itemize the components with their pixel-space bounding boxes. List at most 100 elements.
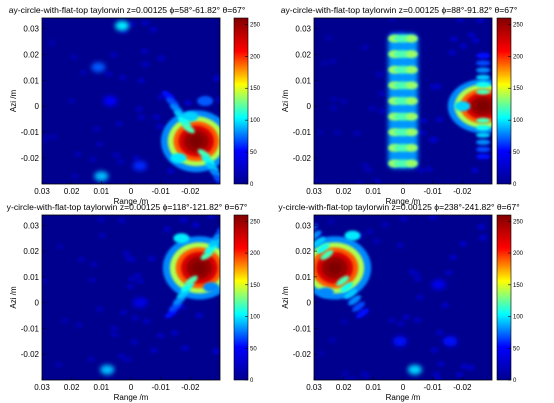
x-tick-label: -0.02 <box>181 383 200 392</box>
x-tick-label: 0.01 <box>94 383 110 392</box>
speckle <box>109 51 118 58</box>
speckle <box>163 226 172 233</box>
speckle <box>97 216 106 223</box>
speckle <box>88 277 97 284</box>
speckle <box>402 314 411 321</box>
speckle <box>95 141 104 148</box>
colorbar-tick-label: 250 <box>513 22 524 28</box>
fringe-mark <box>197 96 214 106</box>
speckle <box>117 217 126 224</box>
speckle <box>118 74 127 81</box>
speckle <box>126 283 135 290</box>
speckle <box>155 123 164 130</box>
speckle <box>429 83 438 90</box>
speckle <box>149 26 158 33</box>
speckle <box>54 361 63 368</box>
x-tick-label: -0.01 <box>152 187 171 196</box>
y-axis-label: Azi /m <box>281 90 290 113</box>
spot-mark <box>431 279 446 290</box>
speckle <box>215 96 220 103</box>
y-tick-label: 0.02 <box>23 247 39 256</box>
speckle <box>321 60 330 67</box>
sidelobe-mark <box>476 146 491 153</box>
y-tick-label: -0.02 <box>21 350 40 359</box>
speckle <box>123 356 132 363</box>
spot-mark <box>393 336 408 347</box>
speckle <box>396 242 405 249</box>
speckle <box>430 347 439 354</box>
x-tick-label: 0 <box>401 187 406 196</box>
speckle <box>48 39 57 46</box>
chart-title: ay-circle-with-flat-top taylorwin z=0.00… <box>281 5 518 15</box>
speckle <box>110 331 119 338</box>
colorbar-tick-label: 200 <box>513 54 524 60</box>
speckle <box>184 99 193 106</box>
colorbar <box>496 214 512 381</box>
speckle <box>156 332 165 339</box>
speckle <box>42 138 47 145</box>
spot-mark <box>132 297 147 308</box>
speckle <box>128 275 137 282</box>
speckle <box>339 98 348 105</box>
sidelobe-mark <box>476 60 491 66</box>
speckle <box>387 317 396 324</box>
sidelobe-mark <box>212 230 220 241</box>
speckle <box>449 254 458 261</box>
x-tick-label: 0 <box>401 383 406 392</box>
speckle <box>467 32 476 39</box>
speckle <box>73 151 82 158</box>
speckle <box>328 58 337 65</box>
y-tick-label: -0.02 <box>21 154 40 163</box>
y-tick-label: -0.01 <box>21 324 40 333</box>
colorbar-tick-label: 150 <box>250 86 261 92</box>
colorbar-tick-label: 0 <box>250 182 254 188</box>
speckle <box>104 70 113 77</box>
fringe-mark <box>170 153 187 164</box>
y-tick-label: -0.01 <box>293 324 312 333</box>
speckle <box>399 215 408 222</box>
peak-mark <box>476 100 490 112</box>
speckle <box>212 75 220 82</box>
band-lobe <box>405 128 418 137</box>
y-tick-label: 0.01 <box>295 76 311 85</box>
speckle <box>314 177 319 184</box>
speckle <box>459 240 468 247</box>
sidelobe-mark <box>356 308 369 319</box>
speckle <box>396 320 405 327</box>
chart-title: ay-circle-with-flat-top taylorwin z=0.00… <box>9 5 246 15</box>
sidelobe-mark <box>344 288 358 299</box>
fringe-mark <box>173 233 190 244</box>
chart-title: y-circle-with-flat-top taylorwin z=0.001… <box>278 202 519 212</box>
sidelobe-mark <box>476 139 491 145</box>
speckle <box>456 18 465 23</box>
y-tick-label: 0.02 <box>295 50 311 59</box>
speckle <box>60 317 69 324</box>
sidelobe-mark <box>213 175 220 184</box>
x-axis-label: Range /m <box>386 393 421 402</box>
x-tick-label: 0.02 <box>64 383 80 392</box>
x-axis-label: Range /m <box>114 197 149 206</box>
speckle <box>430 136 439 143</box>
speckle <box>329 104 338 111</box>
y-tick-label: 0.03 <box>295 24 311 33</box>
speckle <box>459 43 468 50</box>
speckle <box>418 129 427 136</box>
peak-mark <box>189 135 204 148</box>
speckle <box>413 275 422 282</box>
speckle <box>141 61 150 68</box>
speckle <box>170 329 179 336</box>
heatmap-panel-3: y-circle-with-flat-top taylorwin z=0.001… <box>7 202 261 402</box>
speckle <box>141 19 150 26</box>
y-tick-label: 0 <box>35 299 40 308</box>
sidelobe-mark <box>340 282 354 293</box>
speckle <box>74 322 83 329</box>
band-lobe <box>405 65 418 74</box>
band-lobe <box>405 50 418 59</box>
x-tick-label: 0 <box>129 383 134 392</box>
colorbar-tick-label: 0 <box>513 378 517 384</box>
colorbar-tick-label: 200 <box>513 251 524 257</box>
sidelobe-mark <box>476 117 491 124</box>
sidelobe-mark <box>476 132 491 138</box>
heatmap-panel-1: ay-circle-with-flat-top taylorwin z=0.00… <box>9 5 261 206</box>
